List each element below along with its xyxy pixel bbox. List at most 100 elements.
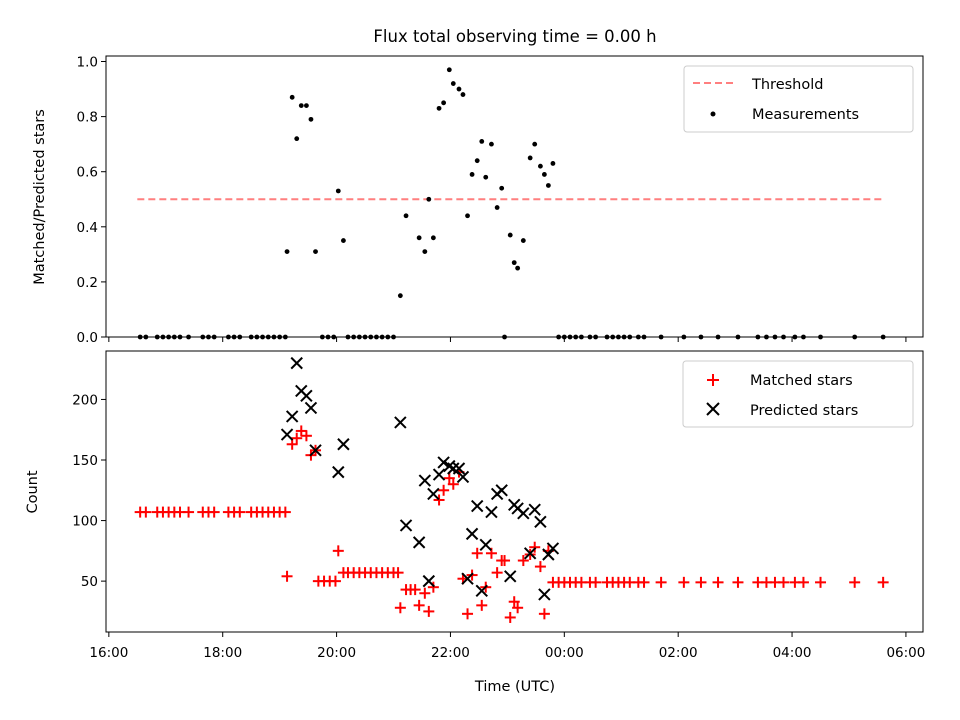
matched-star-point <box>797 576 809 588</box>
measurement-point <box>294 136 300 142</box>
bottom-plot: 50 100 150 200 16:00 18:00 20:00 22:00 00:00 02:… <box>25 350 925 695</box>
measurement-point <box>426 196 432 202</box>
predicted-star-point <box>422 574 436 588</box>
predicted-star-point <box>528 503 541 516</box>
measurement-point <box>494 205 500 210</box>
top-y-ticks: 0.0 0.2 0.4 0.6 0.8 1.0 <box>77 55 106 346</box>
legend-matched-label: Matched stars <box>750 373 853 389</box>
measurement-point <box>313 249 318 254</box>
matched-star-point <box>512 602 524 614</box>
measurement-point <box>479 139 485 144</box>
measurement-point <box>450 81 456 86</box>
matched-star-point <box>279 506 291 518</box>
matched-star-point <box>778 576 790 588</box>
matched-star-point <box>409 584 421 596</box>
predicted-star-point <box>534 515 547 528</box>
measurement-point <box>499 185 505 191</box>
measurement-point <box>527 155 533 161</box>
measurement-point <box>474 158 480 164</box>
matched-star-point <box>332 545 344 557</box>
predicted-star-point <box>504 570 517 583</box>
matched-star-point <box>291 432 303 444</box>
measurement-point <box>507 232 513 238</box>
measurement-point <box>436 105 442 111</box>
measurement-point <box>335 188 341 194</box>
bottom-x-ticks: 16:00 18:00 20:00 22:00 00:00 02:00 04:00 06:00 <box>89 632 925 661</box>
predicted-star-point <box>300 389 313 403</box>
predicted-star-point <box>412 536 426 549</box>
bottom-x-tick-label: 16:00 <box>89 645 128 661</box>
legend-threshold-label: Threshold <box>751 77 823 93</box>
x-axis-label: Time (UTC) <box>474 679 555 695</box>
measurement-point <box>520 238 526 243</box>
measurement-point <box>515 265 521 271</box>
measurement-point <box>422 249 428 254</box>
bottom-y-axis-label: Count <box>25 470 41 513</box>
bottom-legend-box <box>682 360 914 428</box>
matched-star-point <box>392 567 404 579</box>
measurement-point <box>397 293 403 299</box>
top-y-tick-label: 0.8 <box>77 110 98 126</box>
matched-star-point <box>183 506 195 518</box>
predicted-star-point <box>485 505 498 519</box>
bottom-x-tick-label: 06:00 <box>886 645 925 661</box>
predicted-star-point <box>475 584 488 598</box>
predicted-star-point <box>456 470 470 484</box>
measurement-point <box>298 103 304 108</box>
measurement-point <box>545 183 551 188</box>
bottom-legend: Matched stars Predicted stars <box>682 360 914 428</box>
matched-star-point <box>517 555 529 567</box>
bottom-y-tick-label: 200 <box>72 392 98 408</box>
matched-star-point <box>443 472 455 484</box>
matched-star-point <box>815 576 827 588</box>
measurement-point <box>304 103 309 108</box>
matched-star-point <box>462 608 474 620</box>
predicted-star-point <box>495 484 508 497</box>
matched-star-point <box>423 605 435 617</box>
predicted-star-point <box>542 548 555 561</box>
predicted-star-point <box>280 428 294 441</box>
top-legend-box <box>683 65 914 133</box>
legend-measurements-label: Measurements <box>752 107 859 123</box>
measurement-point <box>446 67 452 73</box>
predicted-star-point <box>309 444 322 457</box>
predicted-star-point <box>452 462 466 475</box>
top-y-tick-label: 0.2 <box>77 275 98 291</box>
matched-star-point <box>208 506 220 518</box>
predicted-star-point <box>471 499 484 513</box>
measurement-point <box>469 172 475 177</box>
top-plot-frame <box>105 55 924 338</box>
predicted-star-point <box>479 538 492 552</box>
measurement-point <box>460 92 466 97</box>
bottom-y-ticks: 50 100 150 200 <box>72 392 106 590</box>
matched-star-point <box>504 611 516 623</box>
bottom-x-tick-label: 04:00 <box>773 645 812 661</box>
predicted-star-point <box>399 519 413 532</box>
matched-star-point <box>471 547 483 559</box>
matched-star-point <box>433 494 445 506</box>
measurement-point <box>541 172 547 177</box>
matched-star-point <box>732 576 744 588</box>
top-y-tick-label: 0.0 <box>77 330 98 346</box>
matched-star-point <box>590 576 602 588</box>
measurement-point <box>289 94 295 100</box>
matched-star-point <box>529 541 541 553</box>
bottom-x-tick-label: 18:00 <box>203 645 242 661</box>
measurement-point <box>532 141 538 147</box>
bottom-x-tick-label: 02:00 <box>659 645 698 661</box>
matched-star-point <box>538 608 550 620</box>
predicted-star-point <box>427 487 440 501</box>
top-y-axis-label: Matched/Predicted stars <box>32 109 48 285</box>
bottom-plot-frame <box>105 350 924 633</box>
matched-star-point <box>678 576 690 588</box>
measurement-point <box>538 163 543 169</box>
measurement-point <box>284 249 290 254</box>
matched-star-point <box>438 484 450 496</box>
bottom-y-tick-label: 50 <box>81 574 98 590</box>
predicted-star-point <box>538 588 551 601</box>
measurement-point <box>341 238 346 243</box>
predicted-star-point <box>523 547 537 560</box>
measurement-point <box>511 260 517 266</box>
predicted-star-point <box>461 572 474 585</box>
